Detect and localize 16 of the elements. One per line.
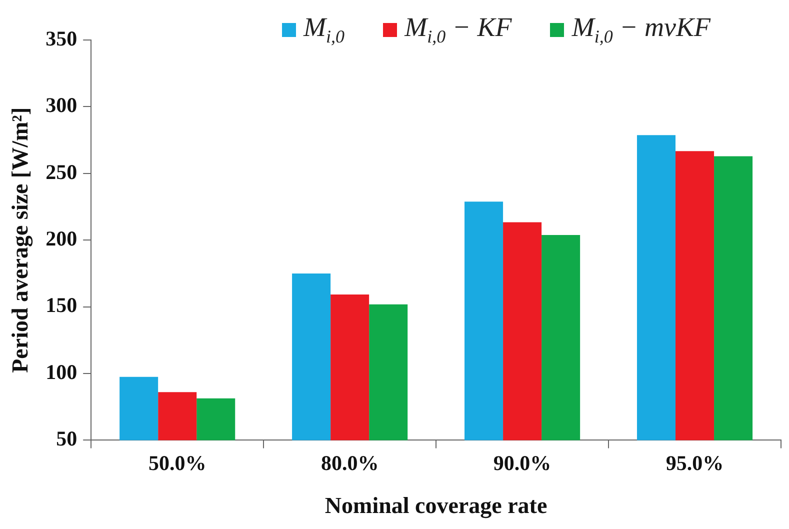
x-tick-label: 80.0%	[320, 451, 379, 476]
x-axis-title: Nominal coverage rate	[324, 493, 548, 520]
x-tick-label: 90.0%	[493, 451, 552, 476]
x-tick-label: 50.0%	[148, 451, 206, 476]
x-tick-label: 95.0%	[666, 451, 724, 476]
y-axis-title: Period average size [W/m²]	[8, 107, 34, 373]
legend-label: M$_{i,0}$	[304, 12, 345, 48]
y-tick-label: 200	[46, 226, 78, 251]
y-tick-label: 250	[46, 160, 78, 184]
y-tick-label: 100	[46, 360, 78, 384]
y-tick-label: 150	[46, 293, 78, 318]
y-tick-label: 350	[46, 26, 78, 50]
legend-label: M$_{i,0}$ − KF	[404, 12, 512, 48]
legend-label: M$_{i,0}$ − mvKF	[572, 12, 711, 48]
y-tick-label: 300	[46, 93, 78, 118]
y-tick-label: 50	[56, 426, 78, 451]
